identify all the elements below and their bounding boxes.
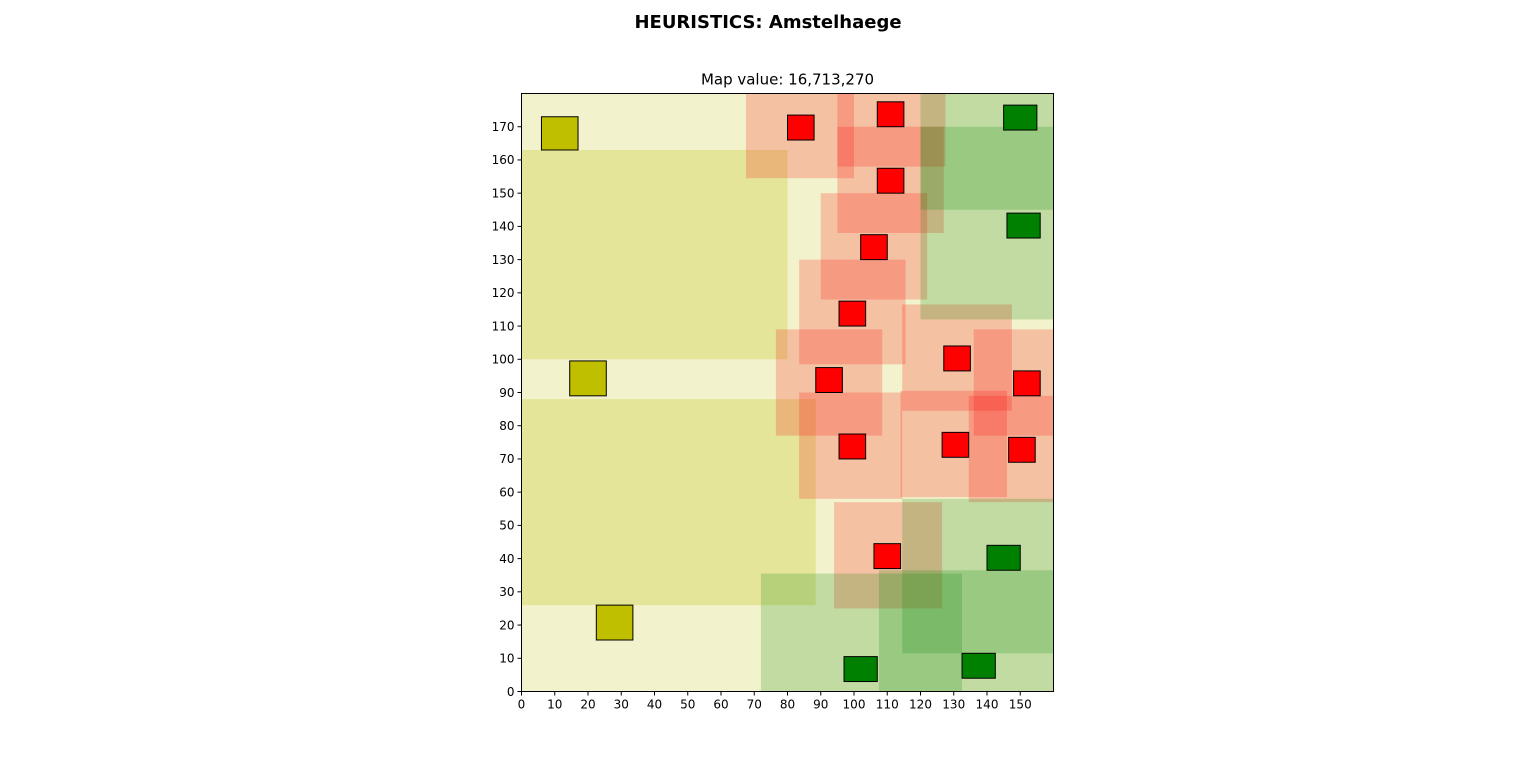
y-tick-label-140: 140: [492, 220, 515, 234]
x-tick-label-140: 140: [976, 698, 999, 712]
y-tick-label-170: 170: [492, 120, 515, 134]
x-tick-label-90: 90: [813, 698, 828, 712]
red-house-8: [815, 367, 843, 394]
red-house-3: [787, 114, 815, 141]
yellow-house-0: [540, 116, 579, 151]
green-house-18: [843, 656, 878, 683]
yellow-zone-2: [521, 399, 816, 606]
y-tick-label-80: 80: [499, 419, 514, 433]
y-tick-label-90: 90: [499, 386, 514, 400]
y-tick-label-130: 130: [492, 253, 515, 267]
x-tick-label-70: 70: [747, 698, 762, 712]
yellow-house-1: [569, 360, 607, 397]
y-tick-label-20: 20: [499, 618, 514, 632]
green-zone-16: [920, 126, 1054, 210]
y-tick-label-0: 0: [507, 685, 515, 699]
red-house-6: [860, 234, 888, 261]
y-tick-label-50: 50: [499, 519, 514, 533]
green-house-19: [961, 652, 996, 679]
yellow-zone-1: [521, 149, 788, 360]
y-tick-label-100: 100: [492, 353, 515, 367]
houses-layer: [540, 101, 1041, 683]
y-tick-label-160: 160: [492, 153, 515, 167]
y-tick-label-10: 10: [499, 652, 514, 666]
green-zone-19: [902, 498, 1054, 654]
red-house-5: [876, 167, 905, 194]
x-tick-label-30: 30: [614, 698, 629, 712]
x-tick-label-10: 10: [547, 698, 562, 712]
green-house-16: [1006, 212, 1041, 239]
axes-title: Map value: 16,713,270: [701, 71, 874, 89]
red-house-12: [941, 431, 970, 458]
zones-layer: [521, 93, 1054, 692]
figure-suptitle: HEURISTICS: Amstelhaege: [634, 12, 902, 33]
green-zone-15: [920, 93, 1054, 320]
red-house-11: [1013, 370, 1041, 397]
y-tick-label-40: 40: [499, 552, 514, 566]
red-house-4: [876, 101, 905, 128]
red-house-14: [873, 543, 902, 570]
y-tick-label-110: 110: [492, 319, 515, 333]
y-tick-label-60: 60: [499, 485, 514, 499]
x-tick-label-120: 120: [909, 698, 932, 712]
green-house-15: [1003, 104, 1038, 131]
x-tick-label-80: 80: [780, 698, 795, 712]
green-house-17: [986, 544, 1021, 571]
x-tick-label-130: 130: [942, 698, 965, 712]
y-tick-label-30: 30: [499, 585, 514, 599]
x-tick-label-150: 150: [1009, 698, 1032, 712]
x-tick-label-40: 40: [647, 698, 662, 712]
red-house-7: [838, 300, 867, 327]
x-axis: 0 10 20 30 40 50 60 70 80 90 100 110 120 130 140 150: [518, 691, 1032, 712]
x-tick-label-50: 50: [680, 698, 695, 712]
x-tick-label-60: 60: [713, 698, 728, 712]
y-tick-label-150: 150: [492, 186, 515, 200]
red-house-9: [838, 433, 867, 460]
y-tick-label-120: 120: [492, 286, 515, 300]
yellow-zone-0: [521, 93, 1054, 692]
red-house-13: [1008, 436, 1036, 463]
y-axis: 0 10 20 30 40 50 60 70 80 90 100 110 120 130 140 150 160…: [492, 120, 522, 699]
x-tick-label-100: 100: [843, 698, 866, 712]
x-tick-label-0: 0: [518, 698, 526, 712]
x-tick-label-20: 20: [580, 698, 595, 712]
red-house-10: [943, 345, 971, 372]
x-tick-label-110: 110: [876, 698, 899, 712]
y-tick-label-70: 70: [499, 452, 514, 466]
yellow-house-2: [595, 604, 634, 641]
